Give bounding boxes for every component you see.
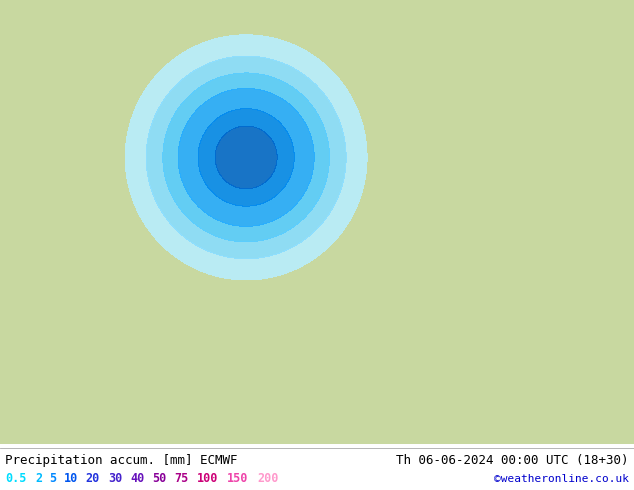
Text: 30: 30 xyxy=(108,472,122,485)
Text: 20: 20 xyxy=(86,472,100,485)
Text: 75: 75 xyxy=(174,472,188,485)
Text: 50: 50 xyxy=(152,472,166,485)
Text: 100: 100 xyxy=(197,472,218,485)
Text: 150: 150 xyxy=(227,472,249,485)
Text: Precipitation accum. [mm] ECMWF: Precipitation accum. [mm] ECMWF xyxy=(5,454,238,467)
Text: 2: 2 xyxy=(36,472,42,485)
Text: 0.5: 0.5 xyxy=(5,472,27,485)
Text: Th 06-06-2024 00:00 UTC (18+30): Th 06-06-2024 00:00 UTC (18+30) xyxy=(396,454,629,467)
Text: 10: 10 xyxy=(63,472,77,485)
Text: 5: 5 xyxy=(49,472,56,485)
Text: ©weatheronline.co.uk: ©weatheronline.co.uk xyxy=(494,474,629,484)
Text: 200: 200 xyxy=(257,472,279,485)
Text: 40: 40 xyxy=(130,472,144,485)
